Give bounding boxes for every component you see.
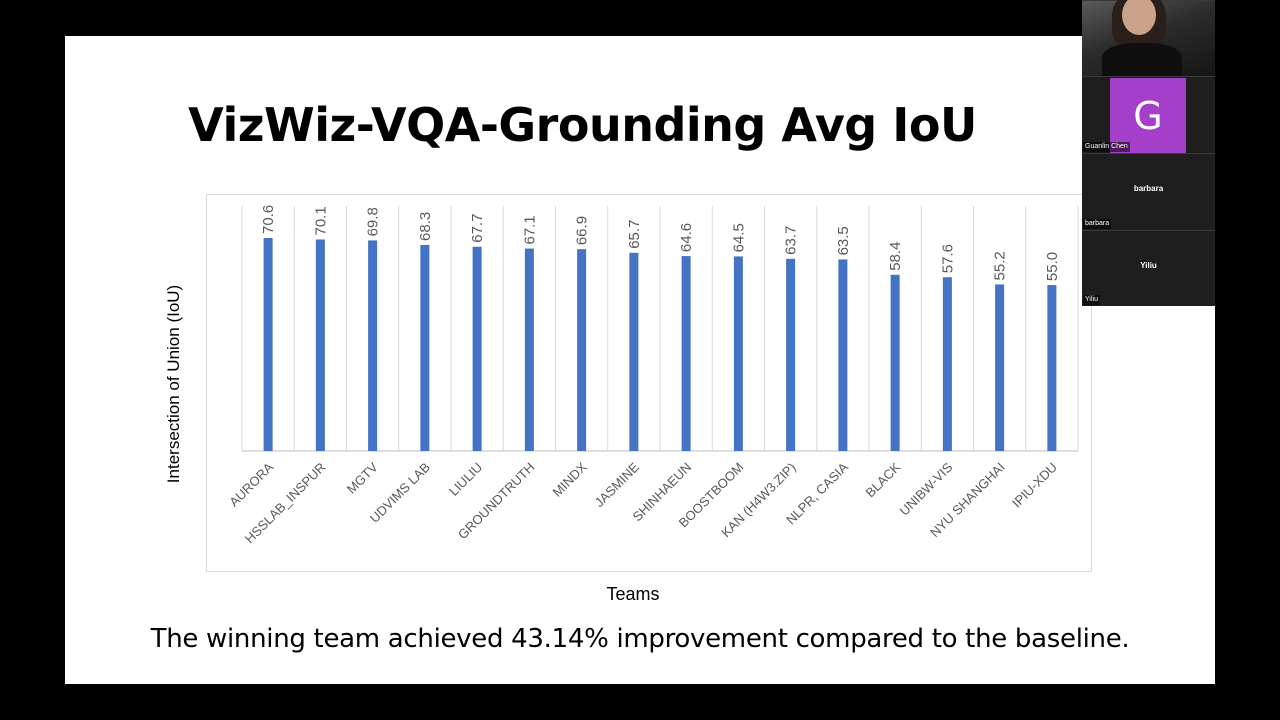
avatar: G <box>1110 78 1186 154</box>
participant-name: barbara <box>1083 219 1112 229</box>
slide-caption: The winning team achieved 43.14% improve… <box>150 624 1130 654</box>
chart-area <box>206 194 1092 572</box>
participant-display-name: barbara <box>1133 184 1164 193</box>
video-tile-yiliu[interactable]: Yiliu Yiliu <box>1082 230 1215 306</box>
participant-name: Yiliu <box>1083 295 1100 305</box>
speaker-face <box>1122 0 1156 35</box>
x-axis-label: Teams <box>606 584 660 604</box>
slide <box>65 36 1215 684</box>
video-tile-barbara[interactable]: barbara barbara <box>1082 153 1215 230</box>
participant-name: Guanlin Chen <box>1083 142 1130 152</box>
slide-title: VizWiz-VQA-Grounding Avg IoU <box>188 98 977 152</box>
speaker-body <box>1102 43 1182 79</box>
video-tile-guanlin[interactable]: G Guanlin Chen <box>1082 76 1215 154</box>
participant-display-name: Yiliu <box>1140 261 1157 270</box>
video-tile-camera[interactable] <box>1082 0 1215 79</box>
